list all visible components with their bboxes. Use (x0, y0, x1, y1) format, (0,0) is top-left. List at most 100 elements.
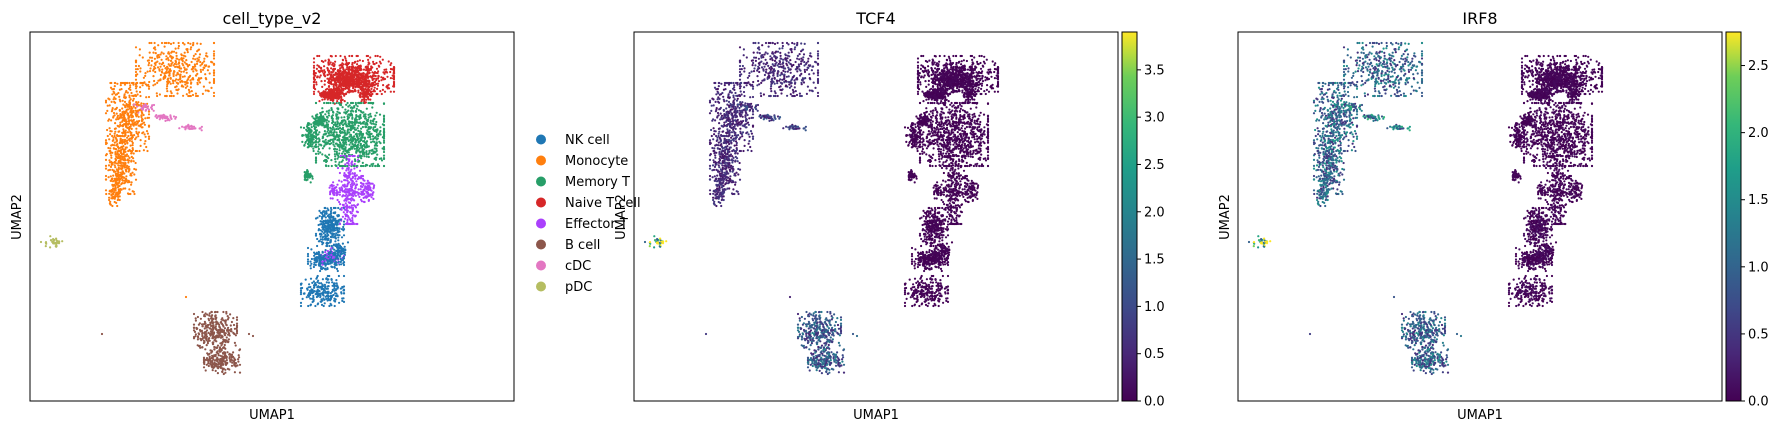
cell-point (123, 172, 126, 175)
cell-point (319, 223, 322, 226)
cell-point (346, 195, 349, 198)
cell-point (367, 116, 370, 119)
cell-point (331, 68, 334, 71)
cell-point (306, 255, 310, 258)
cell-point (310, 248, 313, 251)
cell-point (222, 346, 225, 349)
cell-point (387, 83, 390, 86)
cell-point (134, 112, 137, 115)
cell-point (144, 135, 147, 138)
cell-point (342, 63, 345, 66)
cell-point (318, 215, 321, 218)
cell-point (324, 132, 327, 135)
cell-point (111, 196, 114, 199)
cell-point (309, 267, 312, 270)
cell-point (357, 91, 360, 94)
cell-point (137, 101, 140, 104)
cell-point (333, 285, 336, 288)
cell-point (227, 341, 230, 344)
cell-point (325, 115, 329, 118)
cell-point (305, 135, 308, 138)
cell-point (184, 68, 187, 71)
cell-point (321, 243, 324, 246)
cell-point (345, 74, 348, 77)
cell-point (352, 221, 355, 224)
cell-point (174, 116, 178, 119)
cell-point (340, 180, 343, 183)
cell-point (340, 236, 344, 239)
cell-point (184, 86, 187, 89)
cell-point (350, 68, 353, 71)
cell-point (317, 229, 320, 232)
cell-point (327, 298, 330, 301)
cell-point (55, 237, 58, 240)
cell-point (341, 87, 344, 91)
cell-point (212, 91, 216, 94)
cell-point (343, 55, 346, 58)
cell-point (361, 111, 364, 114)
cell-point (197, 49, 200, 52)
cell-point (344, 141, 348, 144)
cell-point (124, 131, 127, 134)
cell-point (319, 235, 322, 238)
cell-point (380, 92, 383, 96)
cell-point (118, 134, 121, 138)
cell-point (114, 130, 117, 133)
cell-point (347, 168, 350, 171)
cell-point (367, 125, 371, 129)
cell-point (174, 60, 178, 64)
cell-point (330, 278, 333, 281)
cell-point (317, 137, 320, 140)
cell-point (140, 102, 143, 105)
cell-point (140, 81, 143, 85)
cell-point (167, 63, 170, 66)
cell-point (134, 168, 138, 171)
cell-point (330, 73, 333, 76)
cell-point (133, 192, 136, 196)
cell-point (355, 114, 358, 117)
cell-point (176, 82, 180, 85)
cell-point (142, 121, 146, 124)
cell-point (104, 101, 108, 104)
cell-point (369, 138, 372, 141)
cell-point (312, 124, 315, 128)
cell-point (352, 126, 355, 129)
cell-point (215, 323, 218, 326)
cell-point (321, 110, 324, 113)
cell-point (309, 260, 312, 263)
cell-point (340, 252, 343, 255)
cell-point (170, 94, 173, 98)
cell-point (341, 164, 344, 168)
cell-point (326, 126, 329, 129)
cell-point (346, 204, 349, 207)
cell-point (380, 76, 383, 79)
cell-point (372, 185, 375, 189)
cell-point (157, 44, 160, 47)
cell-point (331, 71, 334, 74)
cell-point (201, 332, 204, 335)
cell-point (389, 90, 392, 93)
cell-point (346, 137, 349, 140)
cell-point (208, 339, 211, 342)
cell-point (359, 188, 362, 191)
cell-point (325, 297, 328, 300)
cell-point (206, 324, 209, 327)
cell-point (327, 260, 330, 263)
cell-point (332, 131, 335, 135)
cell-point (333, 137, 336, 140)
cell-point (326, 87, 329, 90)
cell-point (361, 161, 364, 164)
cell-point (334, 121, 337, 124)
cell-point (343, 183, 346, 186)
cell-point (110, 100, 113, 103)
cell-point (348, 148, 351, 151)
cell-point (187, 94, 190, 98)
cell-point (369, 119, 372, 122)
cell-point (311, 177, 314, 180)
cell-point (324, 249, 327, 252)
cell-point (158, 93, 161, 96)
cell-point (343, 154, 346, 158)
cell-point (112, 111, 116, 115)
cell-point (361, 174, 365, 178)
cell-point (121, 138, 124, 142)
